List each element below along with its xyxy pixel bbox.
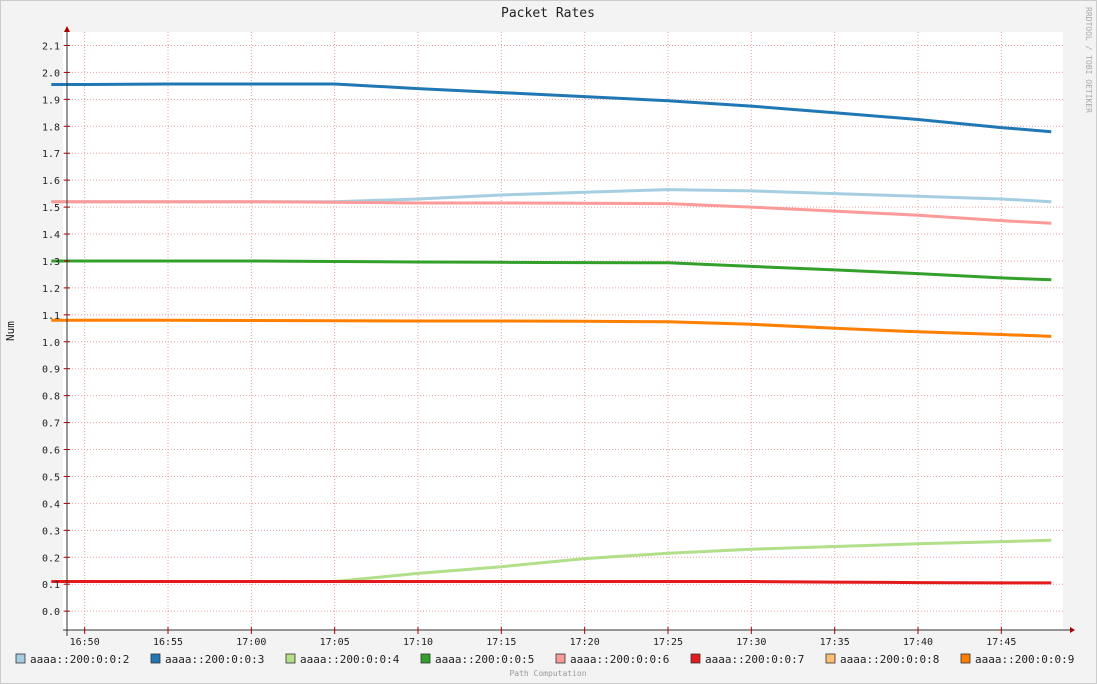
y-tick-label: 0.8 (42, 392, 60, 403)
footer: Path Computation (509, 669, 586, 678)
series-line (51, 318, 1052, 338)
y-tick-label: 0.5 (42, 472, 60, 483)
watermark: RRDTOOL / TOBI OETIKER (1084, 7, 1093, 113)
y-tick-label: 0.9 (42, 365, 60, 376)
y-tick-label: 1.2 (42, 284, 60, 295)
lines (51, 82, 1052, 585)
series-line (334, 538, 1052, 583)
y-tick-label: 1.5 (42, 203, 60, 214)
legend-swatch (150, 653, 161, 664)
y-tick-label: 2.0 (42, 68, 60, 79)
y-tick-label: 0.1 (42, 580, 60, 591)
legend-swatch (690, 653, 701, 664)
legend-swatch (960, 653, 971, 664)
series-line (51, 200, 1052, 225)
x-tick-label: 16:55 (153, 637, 183, 648)
x-tick-label: 17:00 (236, 637, 266, 648)
legend-label: aaaa::200:0:0:4 (300, 653, 400, 666)
y-tick-label: 0.4 (42, 499, 60, 510)
y-tick-label: 1.1 (42, 311, 60, 322)
grid (63, 32, 1063, 630)
y-tick-label: 1.8 (42, 122, 60, 133)
x-tick-label: 17:20 (570, 637, 600, 648)
x-tick-label: 17:25 (653, 637, 683, 648)
legend-label: aaaa::200:0:0:7 (705, 653, 804, 666)
y-axis-label: Num (4, 321, 17, 341)
x-tick-label: 17:40 (903, 637, 933, 648)
legend-swatch (420, 653, 431, 664)
legend-label: aaaa::200:0:0:5 (435, 653, 534, 666)
y-tick-label: 0.7 (42, 419, 60, 430)
x-tick-label: 17:15 (486, 637, 516, 648)
legend-swatch (285, 653, 296, 664)
y-tick-label: 0.2 (42, 553, 60, 564)
series-line (51, 580, 1052, 585)
axes: 0.0 0.1 0.2 0.3 0.4 0.5 0.6 0.7 0.8 0.9 1.0 1.1 1.2 1… (42, 26, 1075, 648)
legend-swatch (555, 653, 566, 664)
y-tick-label: 1.7 (42, 149, 60, 160)
legend-swatch (825, 653, 836, 664)
x-tick-label: 17:05 (320, 637, 350, 648)
legend-swatch (15, 653, 26, 664)
y-tick-label: 0.6 (42, 446, 60, 457)
y-tick-label: 1.0 (42, 338, 60, 349)
x-arrow (1070, 627, 1075, 633)
series-line (51, 82, 1052, 134)
y-tick-label: 1.6 (42, 176, 60, 187)
legend-label: aaaa::200:0:0:3 (165, 653, 264, 666)
legend: aaaa::200:0:0:2 aaaa::200:0:0:3 aaaa::200:… (15, 653, 1074, 666)
y-arrow (64, 26, 70, 32)
x-tick-label: 17:30 (736, 637, 766, 648)
chart-title: Packet Rates (501, 6, 595, 21)
legend-label: aaaa::200:0:0:6 (570, 653, 669, 666)
y-tick-label: 1.3 (42, 257, 60, 268)
x-tick-label: 17:45 (986, 637, 1016, 648)
legend-label: aaaa::200:0:0:2 (30, 653, 129, 666)
series-line (51, 259, 1052, 282)
x-tick-label: 16:50 (70, 637, 100, 648)
y-tick-label: 1.4 (42, 230, 60, 241)
x-tick-label: 17:10 (403, 637, 433, 648)
x-tick-label: 17:35 (820, 637, 850, 648)
y-tick-label: 0.0 (42, 607, 60, 618)
legend-label: aaaa::200:0:0:9 (975, 653, 1074, 666)
legend-label: aaaa::200:0:0:8 (840, 653, 939, 666)
y-tick-label: 1.9 (42, 95, 60, 106)
y-tick-label: 0.3 (42, 526, 60, 537)
y-tick-label: 2.1 (42, 41, 60, 52)
